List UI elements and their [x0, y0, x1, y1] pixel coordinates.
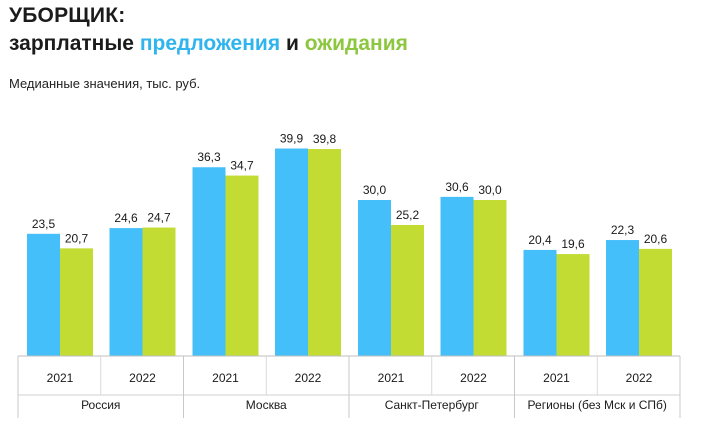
bar-offer — [358, 200, 391, 356]
bar-offer — [606, 240, 639, 356]
value-label-offer: 36,3 — [197, 150, 221, 164]
region-label: Москва — [246, 398, 287, 412]
value-label-offer: 39,9 — [280, 132, 304, 146]
bar-expectation — [473, 200, 507, 356]
bar-offer — [440, 196, 474, 356]
year-label: 2022 — [460, 371, 487, 385]
value-label-offer: 22,3 — [611, 223, 635, 237]
bar-offer — [275, 148, 308, 356]
value-label-expectation: 24,7 — [147, 211, 171, 225]
chart-title: УБОРЩИК: — [9, 4, 126, 27]
value-label-expectation: 39,8 — [313, 132, 337, 146]
bar-expectation — [308, 149, 341, 356]
year-label: 2022 — [295, 371, 322, 385]
bar-expectation — [60, 248, 93, 356]
bar-expectation — [556, 254, 590, 356]
subtitle-word-and: и — [285, 32, 299, 55]
value-label-offer: 30,0 — [363, 183, 387, 197]
value-label-expectation: 34,7 — [230, 159, 254, 173]
region-label: Россия — [81, 398, 120, 412]
chart-subtitle: зарплатные предложения и ожидания — [9, 32, 408, 56]
value-label-expectation: 20,6 — [644, 232, 668, 246]
year-label: 2021 — [378, 371, 405, 385]
bar-expectation — [639, 248, 672, 356]
value-label-offer: 20,4 — [528, 233, 552, 247]
bar-offer — [109, 228, 143, 356]
year-label: 2021 — [47, 371, 74, 385]
year-label: 2021 — [212, 371, 239, 385]
bar-offer — [27, 233, 60, 356]
value-label-expectation: 25,2 — [396, 208, 420, 222]
value-label-offer: 23,5 — [32, 217, 56, 231]
value-label-expectation: 30,0 — [478, 183, 502, 197]
chart-note: Медианные значения, тыс. руб. — [9, 76, 201, 91]
year-label: 2022 — [129, 371, 156, 385]
bar-offer — [523, 249, 557, 356]
subtitle-word-salary: зарплатные — [9, 32, 134, 55]
region-label: Санкт-Петербург — [385, 398, 480, 412]
bar-expectation — [225, 175, 259, 356]
value-label-offer: 30,6 — [445, 180, 469, 194]
year-label: 2021 — [543, 371, 570, 385]
value-label-expectation: 20,7 — [65, 231, 89, 245]
subtitle-word-offers: предложения — [139, 32, 281, 55]
bar-expectation — [391, 224, 424, 356]
year-label: 2022 — [626, 371, 653, 385]
region-label: Регионы (без Мск и СПб) — [528, 398, 667, 412]
bar-expectation — [142, 227, 176, 356]
subtitle-word-expectations: ожидания — [304, 32, 408, 55]
value-label-expectation: 19,6 — [561, 237, 585, 251]
value-label-offer: 24,6 — [114, 211, 138, 225]
bar-offer — [192, 167, 226, 356]
